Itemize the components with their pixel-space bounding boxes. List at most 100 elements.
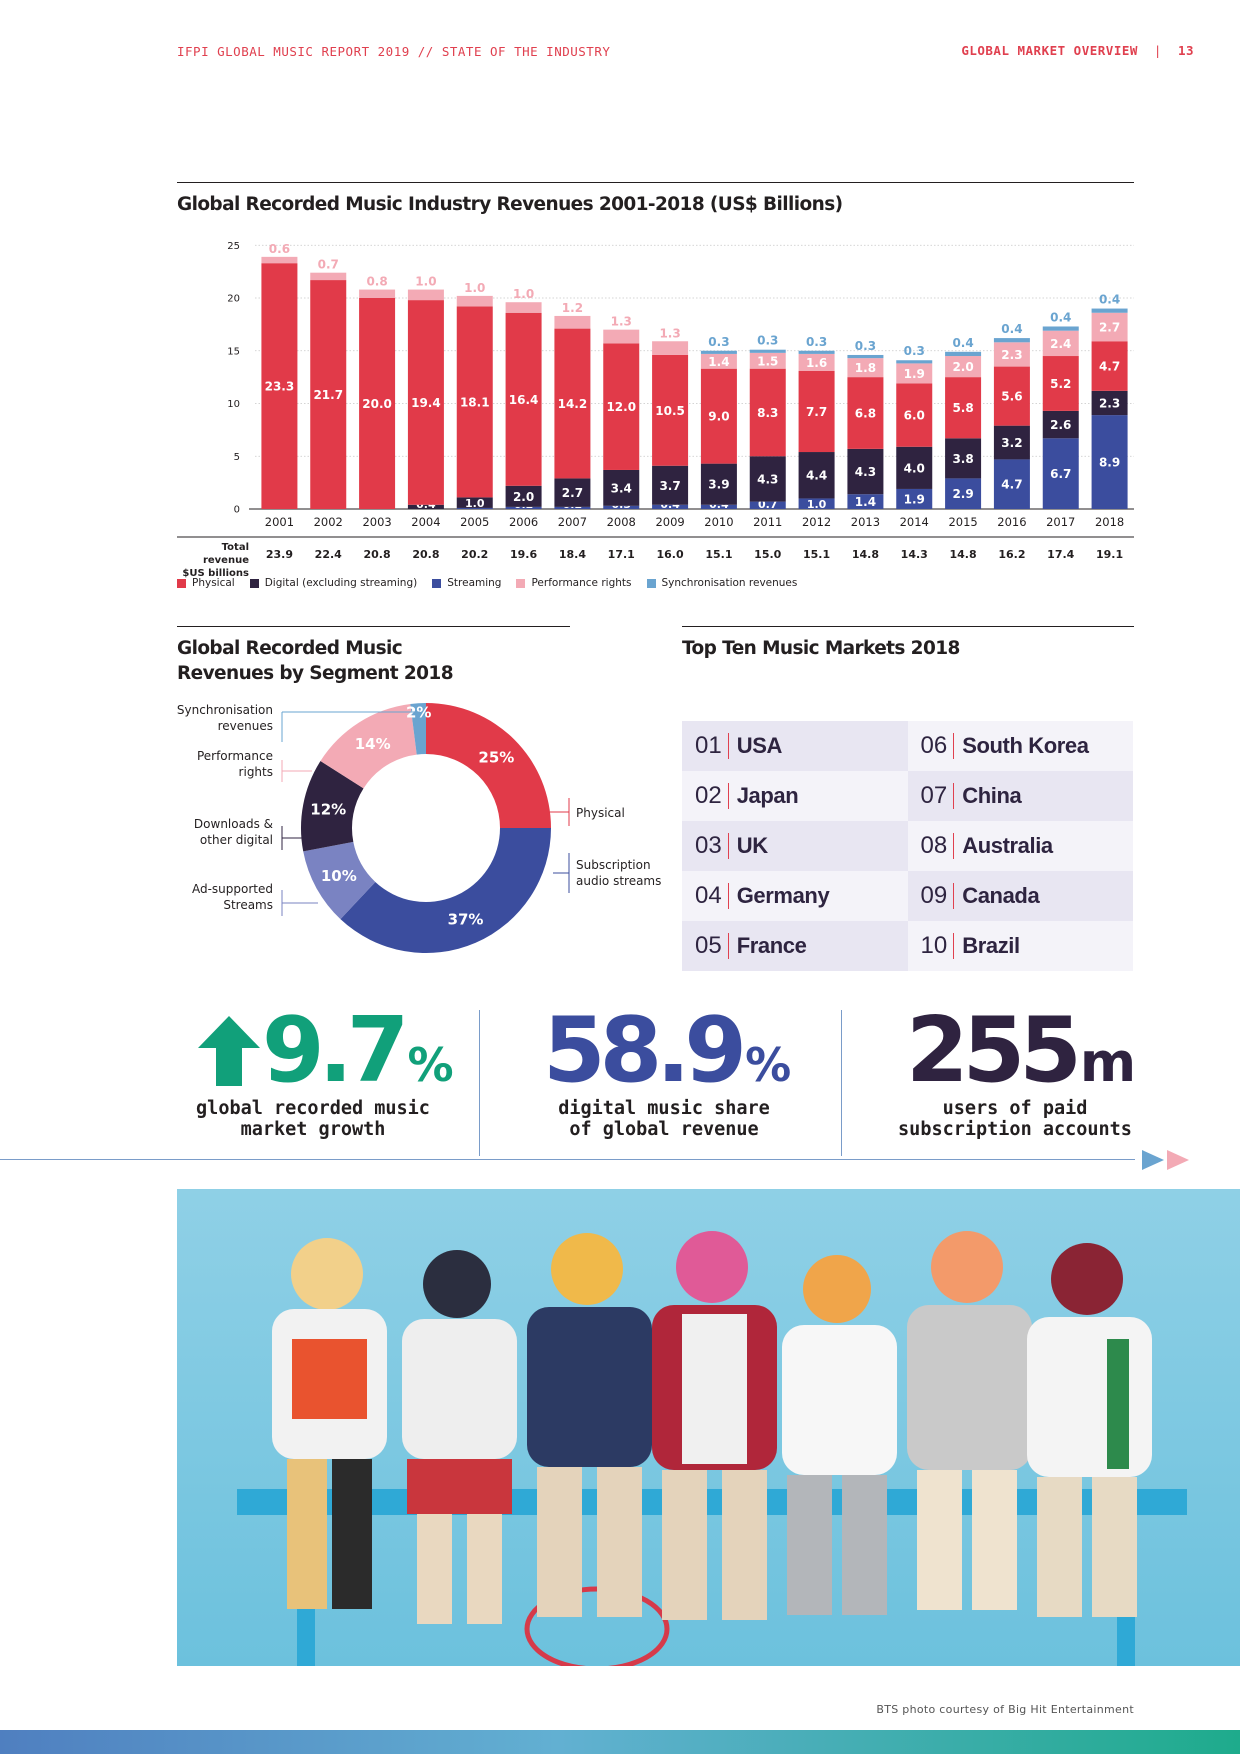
y-tick-label: 10 bbox=[227, 399, 240, 410]
bar-segment bbox=[554, 315, 591, 329]
x-tick-label: 2016 bbox=[997, 515, 1026, 529]
section-header: GLOBAL MARKET OVERVIEW | 13 bbox=[961, 43, 1194, 58]
bar-value-label: 6.0 bbox=[904, 409, 925, 423]
bar-segment bbox=[554, 506, 591, 509]
markets-row: 04 Germany 09 Canada bbox=[682, 871, 1133, 921]
bar-value-label: 1.0 bbox=[465, 497, 485, 510]
bar-segment bbox=[603, 505, 640, 509]
market-rank: 09 bbox=[921, 883, 955, 909]
bar-value-label: 16.4 bbox=[509, 393, 539, 407]
stat-divider bbox=[479, 1010, 480, 1156]
bar-value-label: 2.9 bbox=[952, 487, 973, 501]
bar-segment bbox=[700, 463, 737, 505]
bar-value-label: 2.3 bbox=[1001, 348, 1022, 362]
x-tick-label: 2013 bbox=[851, 515, 880, 529]
legend-label: Physical bbox=[192, 577, 235, 589]
bar-value-label: 0.4 bbox=[1050, 310, 1071, 324]
bar-segment bbox=[652, 504, 689, 509]
total-revenue-value: 20.8 bbox=[364, 548, 391, 561]
market-rank: 04 bbox=[695, 883, 729, 909]
donut-slice-label: 2% bbox=[406, 704, 431, 722]
market-rank: 10 bbox=[921, 933, 955, 959]
bar-segment bbox=[847, 448, 884, 495]
bottom-gradient-bar bbox=[0, 1730, 1240, 1754]
legend-item: Streaming bbox=[432, 577, 501, 589]
legend-swatch bbox=[432, 578, 442, 588]
bar-segment bbox=[456, 507, 493, 509]
y-tick-label: 20 bbox=[227, 294, 240, 305]
total-revenue-value: 14.3 bbox=[901, 548, 928, 561]
bar-value-label: 2.6 bbox=[1050, 418, 1071, 432]
bar-segment bbox=[1042, 326, 1079, 331]
bar-value-label: 2.0 bbox=[513, 490, 534, 504]
bar-segment bbox=[1091, 341, 1128, 391]
bar-value-label: 0.4 bbox=[1099, 293, 1120, 307]
bar-value-label: 4.3 bbox=[757, 472, 778, 486]
legend-swatch bbox=[177, 578, 186, 588]
bar-segment bbox=[896, 363, 933, 384]
x-tick-label: 2007 bbox=[558, 515, 587, 529]
market-name: Japan bbox=[736, 783, 799, 808]
bar-value-label: 1.3 bbox=[659, 326, 680, 340]
bar-segment bbox=[749, 456, 786, 502]
bar-segment bbox=[407, 504, 444, 509]
x-tick-label: 2018 bbox=[1095, 515, 1124, 529]
bar-segment bbox=[896, 360, 933, 364]
bar-value-label: 3.4 bbox=[611, 481, 632, 495]
legend-item: Performance rights bbox=[516, 577, 632, 589]
total-revenue-label-line: $US billions bbox=[182, 568, 249, 579]
stat-caption-line: users of paid bbox=[942, 1098, 1088, 1119]
bar-value-label: 23.3 bbox=[265, 380, 295, 394]
bar-value-label: 4.7 bbox=[1001, 478, 1022, 492]
bar-value-label: 1.0 bbox=[415, 275, 436, 289]
stat-caption-line: global recorded music bbox=[196, 1098, 430, 1119]
legend-item: Digital (excluding streaming) bbox=[249, 577, 417, 589]
bar-value-label: 0.6 bbox=[269, 242, 290, 256]
bar-segment bbox=[652, 341, 689, 355]
bar-segment bbox=[847, 354, 884, 359]
x-tick-label: 2011 bbox=[753, 515, 782, 529]
bar-value-label: 1.4 bbox=[708, 355, 729, 369]
legend-swatch bbox=[249, 578, 259, 588]
market-rank: 07 bbox=[921, 783, 955, 809]
bar-segment bbox=[359, 298, 396, 509]
bar-segment bbox=[1091, 390, 1128, 416]
x-tick-label: 2012 bbox=[802, 515, 831, 529]
market-cell: 07 China bbox=[907, 771, 1133, 821]
bar-value-label: 9.0 bbox=[708, 410, 729, 424]
bar-segment bbox=[1091, 308, 1128, 313]
stat-growth-caption: global recorded music market growth bbox=[174, 1098, 452, 1140]
donut-slice-label: 10% bbox=[321, 867, 357, 885]
markets-table: 01 USA 06 South Korea 02 Japan 07 China 03 UK 08 Au… bbox=[682, 721, 1133, 971]
bar-value-label: 5.8 bbox=[952, 401, 973, 415]
total-revenue-label: Total revenue $US billions bbox=[173, 541, 249, 580]
bar-segment bbox=[993, 366, 1030, 426]
x-tick-label: 2004 bbox=[411, 515, 440, 529]
bar-segment bbox=[749, 349, 786, 353]
stat-caption-line: digital music share bbox=[558, 1098, 770, 1119]
stat-subscriptions-unit: m bbox=[1079, 1031, 1137, 1094]
donut-slice bbox=[340, 828, 551, 953]
bar-value-label: 3.2 bbox=[1001, 436, 1022, 450]
bar-value-label: 4.3 bbox=[855, 465, 876, 479]
donut-slice bbox=[303, 841, 376, 920]
total-revenue-value: 19.6 bbox=[510, 548, 537, 561]
bar-segment bbox=[945, 478, 982, 509]
donut-slice-label: 37% bbox=[448, 910, 484, 928]
donut-slice-label: 12% bbox=[310, 800, 346, 818]
bar-chart-legend: Physical Digital (excluding streaming) Str… bbox=[177, 577, 812, 589]
x-tick-label: 2010 bbox=[704, 515, 733, 529]
bar-segment bbox=[603, 343, 640, 470]
markets-row: 01 USA 06 South Korea bbox=[682, 721, 1133, 771]
bar-segment bbox=[993, 425, 1030, 460]
bar-value-label: 1.9 bbox=[904, 367, 925, 381]
stat-growth-unit: % bbox=[407, 1038, 454, 1092]
donut-callout-label: Ad-supported bbox=[192, 882, 273, 896]
market-cell: 09 Canada bbox=[907, 871, 1133, 921]
stat-subscriptions-caption: users of paid subscription accounts bbox=[884, 1098, 1146, 1140]
bar-segment bbox=[1042, 356, 1079, 411]
bar-segment bbox=[945, 377, 982, 439]
bar-segment bbox=[456, 306, 493, 498]
total-revenue-label-line: Total revenue bbox=[202, 542, 249, 566]
bar-value-label: 19.4 bbox=[411, 396, 441, 410]
